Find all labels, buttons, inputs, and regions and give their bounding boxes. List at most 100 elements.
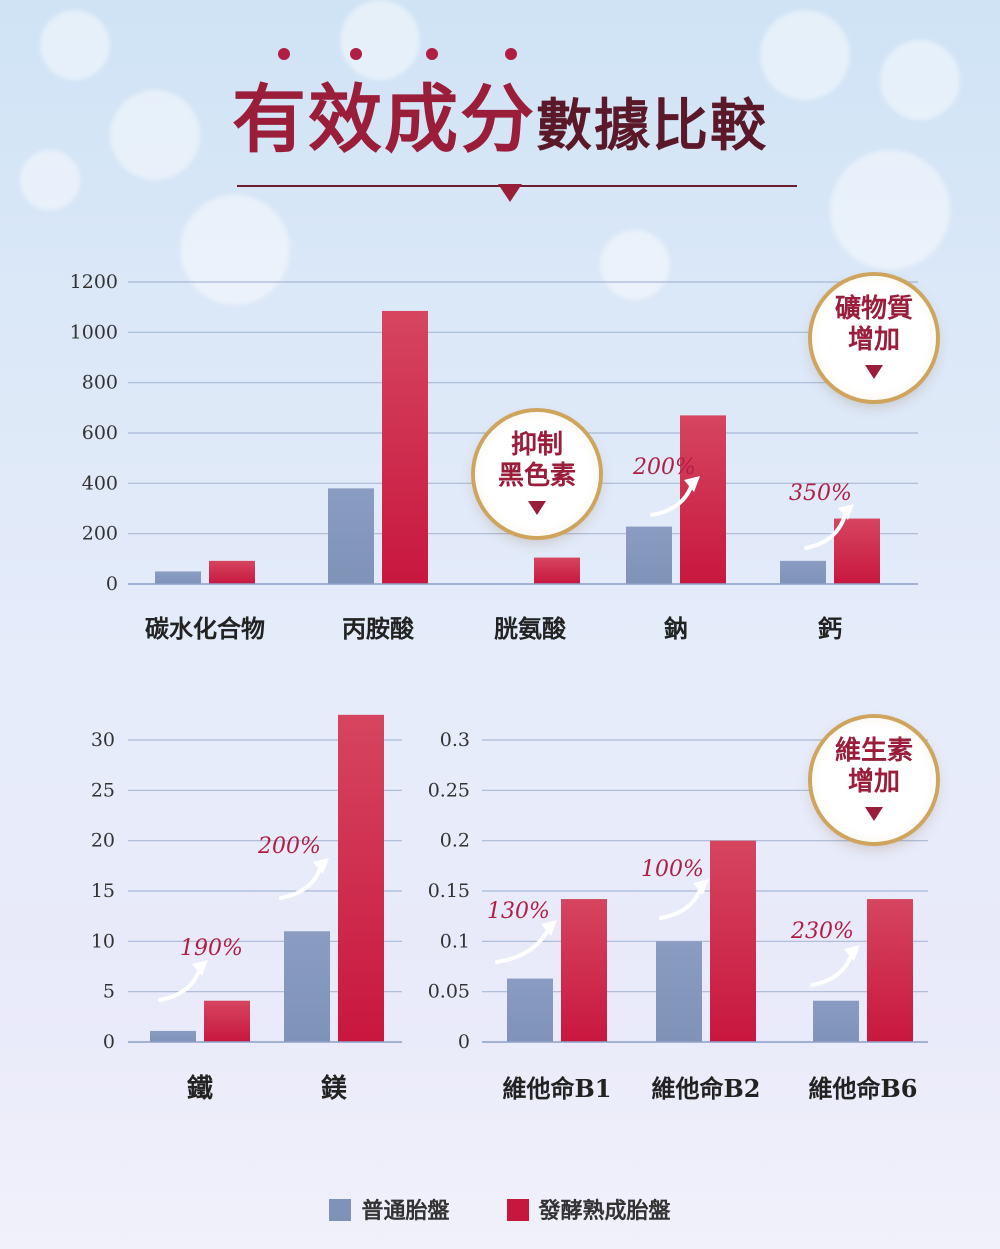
arrow-head-icon	[192, 960, 208, 976]
page-title: 有效成分數據比較	[0, 60, 1000, 167]
arrow-head-icon	[684, 476, 700, 492]
bar-fermented	[209, 560, 255, 584]
y-tick-label: 400	[82, 472, 118, 494]
badge-line2: 黑色素	[497, 461, 576, 491]
curved-arrow-icon	[810, 951, 854, 987]
title-rest: 數據比較	[536, 93, 768, 159]
chart-1: 0 200 400 600 800 1000 1200 碳水化合物 丙胺酸 胱氨酸 鈉 鈣 200% 35…	[70, 271, 918, 643]
y-tick-label: 0.2	[440, 830, 470, 852]
legend-swatch	[329, 1199, 352, 1221]
title-dot	[505, 48, 517, 60]
chart-3: 0 0.05 0.1 0.15 0.2 0.25 0.3 維他命B1 維他命B2 維他命B6 130…	[428, 729, 928, 1103]
badge-line1: 礦物質	[834, 294, 913, 324]
category-label: 鈉	[664, 614, 688, 643]
arrow-head-icon	[838, 504, 854, 520]
title-dot	[350, 48, 362, 60]
badge-line1: 維生素	[834, 736, 913, 766]
y-tick-label: 15	[91, 880, 115, 902]
title-emphasis: 有效成分	[232, 77, 536, 163]
category-label: 維他命B6	[809, 1074, 918, 1103]
y-tick-label: 10	[91, 930, 115, 952]
bar-regular	[150, 1030, 196, 1042]
bar-fermented	[534, 557, 580, 584]
curved-arrow-icon	[659, 885, 703, 920]
y-tick-label: 20	[91, 830, 115, 852]
y-tick-label: 200	[82, 523, 118, 545]
badge-inhibit-melanin: 抑制 黑色素	[475, 412, 599, 536]
down-triangle-icon	[865, 807, 883, 821]
bar-regular	[626, 526, 672, 584]
legend: 普通胎盤 發酵熟成胎盤	[0, 1193, 1000, 1225]
category-label: 鐵	[187, 1074, 213, 1104]
bar-regular	[656, 941, 702, 1042]
bar-fermented	[710, 840, 756, 1042]
legend-label: 普通胎盤	[361, 1198, 450, 1224]
badge-line2: 增加	[847, 325, 900, 355]
badge-minerals-increase: 礦物質 增加	[812, 276, 936, 400]
y-tick-label: 25	[91, 779, 115, 801]
bar-fermented	[338, 714, 384, 1042]
category-label: 碳水化合物	[145, 614, 265, 643]
title-arrow-icon	[498, 184, 522, 202]
y-tick-label: 0.1	[440, 930, 470, 952]
legend-label: 發酵熟成胎盤	[538, 1198, 671, 1224]
down-triangle-icon	[865, 365, 883, 379]
percent-annotation: 100%	[641, 857, 704, 882]
percent-annotation: 200%	[632, 455, 696, 480]
bar-fermented	[680, 415, 726, 584]
y-tick-label: 5	[103, 981, 115, 1003]
percent-annotation: 130%	[487, 899, 550, 924]
percent-annotation: 190%	[180, 936, 243, 961]
arrow-head-icon	[541, 920, 557, 936]
bar-fermented	[561, 899, 607, 1042]
badge-vitamins-increase: 維生素 增加	[812, 718, 936, 842]
category-label: 維他命B1	[503, 1074, 612, 1103]
bokeh-decor	[180, 195, 290, 305]
percent-annotation: 200%	[257, 834, 321, 859]
y-tick-label: 0.15	[428, 880, 470, 902]
bar-regular	[780, 560, 826, 584]
curved-arrow-icon	[495, 926, 551, 964]
y-tick-label: 600	[82, 422, 118, 444]
bar-regular	[284, 931, 330, 1042]
title-dot	[278, 48, 290, 60]
bar-fermented	[204, 1000, 250, 1042]
curved-arrow-icon	[804, 510, 848, 550]
bokeh-decor	[830, 150, 950, 270]
bokeh-decor	[110, 90, 200, 180]
category-label: 丙胺酸	[342, 614, 415, 643]
badge-line1: 抑制	[510, 430, 563, 460]
legend-item-fermented: 發酵熟成胎盤	[506, 1193, 671, 1225]
bokeh-decor	[760, 10, 850, 100]
y-tick-label: 30	[91, 729, 115, 751]
bar-fermented	[382, 310, 428, 584]
arrow-head-icon	[313, 858, 329, 874]
bar-regular	[155, 571, 201, 584]
y-tick-label: 0	[458, 1031, 470, 1053]
percent-annotation: 350%	[789, 481, 852, 506]
bar-fermented	[834, 518, 880, 584]
y-tick-label: 0.25	[428, 779, 470, 801]
y-tick-label: 0.05	[428, 981, 470, 1003]
category-label: 胱氨酸	[494, 614, 567, 643]
arrow-head-icon	[693, 879, 709, 895]
category-label: 鎂	[321, 1073, 347, 1104]
y-tick-label: 800	[82, 372, 118, 394]
y-tick-label: 0	[106, 573, 118, 595]
category-label: 維他命B2	[652, 1074, 761, 1103]
y-tick-label: 1200	[70, 271, 118, 293]
down-triangle-icon	[528, 501, 546, 515]
y-tick-label: 0.3	[440, 729, 470, 751]
legend-item-regular: 普通胎盤	[329, 1193, 449, 1225]
legend-swatch	[506, 1199, 529, 1221]
bar-regular	[507, 978, 553, 1042]
badge-line2: 增加	[847, 767, 900, 797]
bar-regular	[813, 1000, 859, 1042]
category-label: 鈣	[818, 614, 842, 643]
curved-arrow-icon	[279, 864, 323, 900]
bar-regular	[328, 488, 374, 584]
bar-fermented	[867, 899, 913, 1042]
title-dot	[426, 48, 438, 60]
curved-arrow-icon	[158, 966, 202, 1002]
